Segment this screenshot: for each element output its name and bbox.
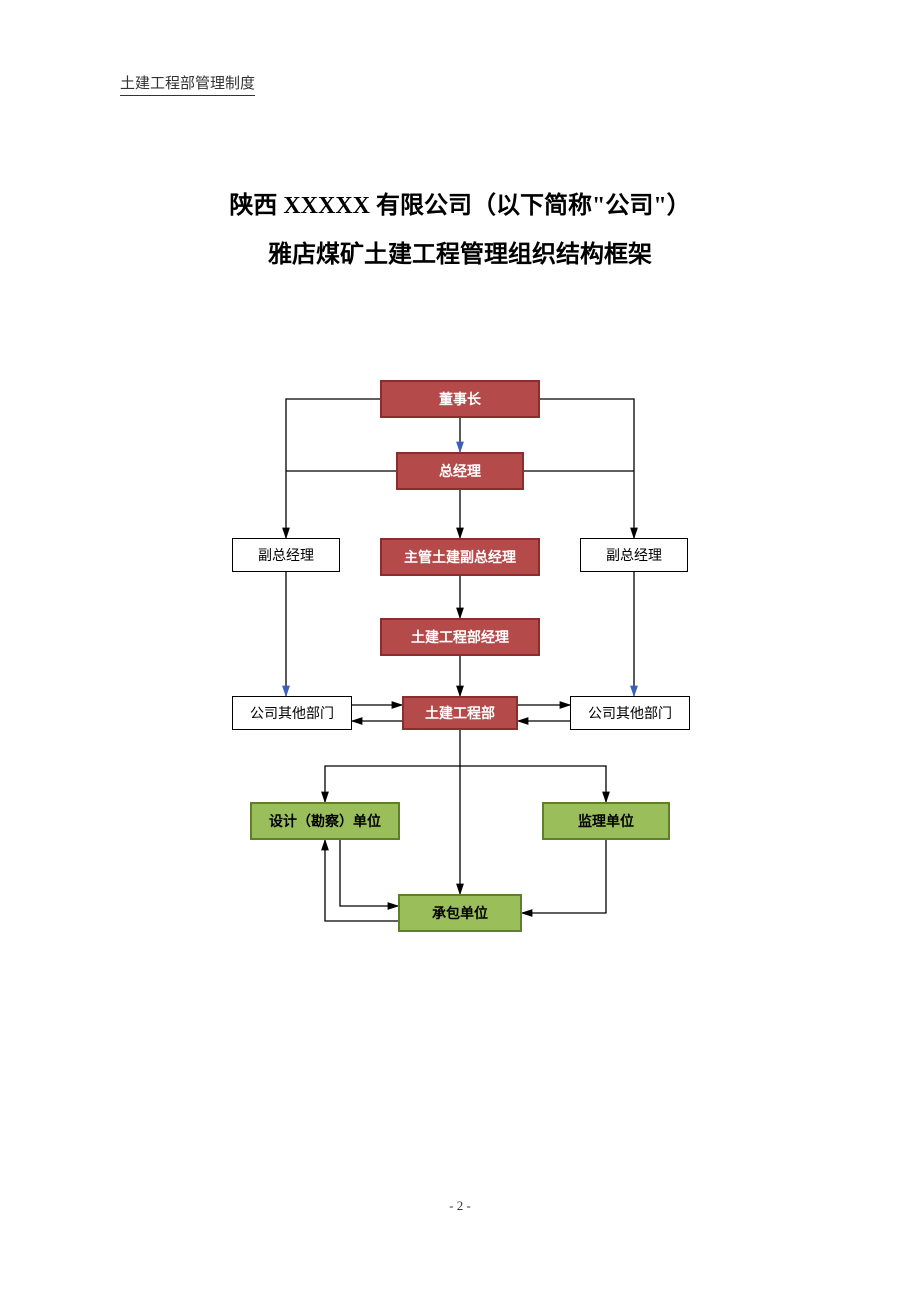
node-dept_mgr: 土建工程部经理 xyxy=(380,618,540,656)
org-chart: 董事长总经理主管土建副总经理 副总经理 副总经理土建工程部经理土建工程部 公司其他部门… xyxy=(206,380,714,980)
page: 土建工程部管理制度 陕西 XXXXX 有限公司（以下简称"公司"） 雅店煤矿土建… xyxy=(0,0,920,1302)
page-header: 土建工程部管理制度 xyxy=(120,72,255,96)
node-vgm_left: 副总经理 xyxy=(232,538,340,572)
node-design: 设计（勘察）单位 xyxy=(250,802,400,840)
edge-supervise-contractor-20 xyxy=(522,840,606,913)
edge-chairman-vgm_right-5 xyxy=(540,399,634,538)
node-other_right: 公司其他部门 xyxy=(570,696,690,730)
edge-design-contractor-19 xyxy=(340,840,398,906)
title-line-1: 陕西 XXXXX 有限公司（以下简称"公司"） xyxy=(0,185,920,220)
node-chairman: 董事长 xyxy=(380,380,540,418)
node-supervise: 监理单位 xyxy=(542,802,670,840)
node-vgm_right: 副总经理 xyxy=(580,538,688,572)
node-other_left: 公司其他部门 xyxy=(232,696,352,730)
edge-contractor-design-18 xyxy=(325,840,398,921)
node-dept: 土建工程部 xyxy=(402,696,518,730)
title-block: 陕西 XXXXX 有限公司（以下简称"公司"） 雅店煤矿土建工程管理组织结构框架 xyxy=(0,185,920,283)
edge-branch-supervise-16 xyxy=(460,766,606,802)
node-contractor: 承包单位 xyxy=(398,894,522,932)
page-number: - 2 - xyxy=(0,1198,920,1214)
title-line-2: 雅店煤矿土建工程管理组织结构框架 xyxy=(0,234,920,269)
edge-branch-design-15 xyxy=(325,766,460,802)
node-gm: 总经理 xyxy=(396,452,524,490)
edge-chairman-vgm_left-4 xyxy=(286,399,380,538)
node-vgm_civil: 主管土建副总经理 xyxy=(380,538,540,576)
